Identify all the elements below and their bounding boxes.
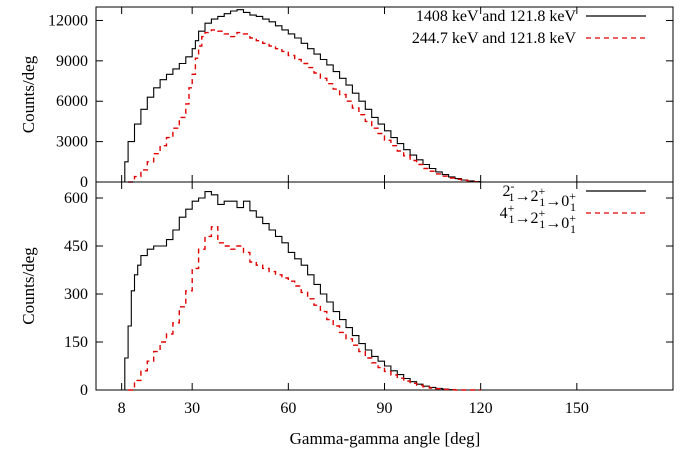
top-ytick-label: 9000 [56, 53, 88, 70]
bottom-xtick-label: 120 [469, 400, 493, 417]
bottom-panel: 0 150 300 450 600 8 30 60 90 120 150 Counts/deg 2-1→… [19, 179, 674, 417]
top-plot-frame [95, 6, 674, 183]
bottom-ytick-label: 0 [80, 382, 88, 399]
top-series-black-line [121, 9, 482, 183]
bottom-xtick-label: 150 [565, 400, 589, 417]
bottom-xtick-label: 30 [184, 400, 200, 417]
bottom-ytick-label: 600 [64, 190, 88, 207]
top-legend-label-0: 1408 keV and 121.8 keV [416, 8, 577, 25]
bottom-legend-label-0: 2-1→2+ 1→0+ 1 [502, 179, 576, 214]
top-ytick-label: 3000 [56, 134, 88, 151]
bottom-xtick-label: 60 [280, 400, 296, 417]
top-ytick-label: 0 [80, 174, 88, 191]
bottom-y-axis-label: Counts/deg [19, 247, 38, 325]
top-panel: 0 3000 6000 9000 12000 Counts/deg 1408 keV and… [19, 6, 674, 191]
bottom-series-black-line [121, 191, 481, 391]
top-ytick-label: 12000 [48, 12, 88, 29]
bottom-xtick-label: 90 [377, 400, 393, 417]
x-axis-label: Gamma-gamma angle [deg] [290, 429, 481, 448]
bottom-ytick-label: 450 [64, 238, 88, 255]
top-series-red-line [128, 29, 482, 183]
bottom-ytick-label: 300 [64, 286, 88, 303]
bottom-legend-label-1: 4+ 1→2+ 1→0+ 1 [500, 201, 577, 236]
bottom-xtick-label: 8 [118, 400, 126, 417]
top-y-axis-label: Counts/deg [19, 55, 38, 133]
bottom-ytick-label: 150 [64, 334, 88, 351]
top-ytick-label: 6000 [56, 93, 88, 110]
top-legend-label-1: 244.7 keV and 121.8 keV [412, 30, 577, 47]
bottom-series-red-line [128, 226, 481, 391]
